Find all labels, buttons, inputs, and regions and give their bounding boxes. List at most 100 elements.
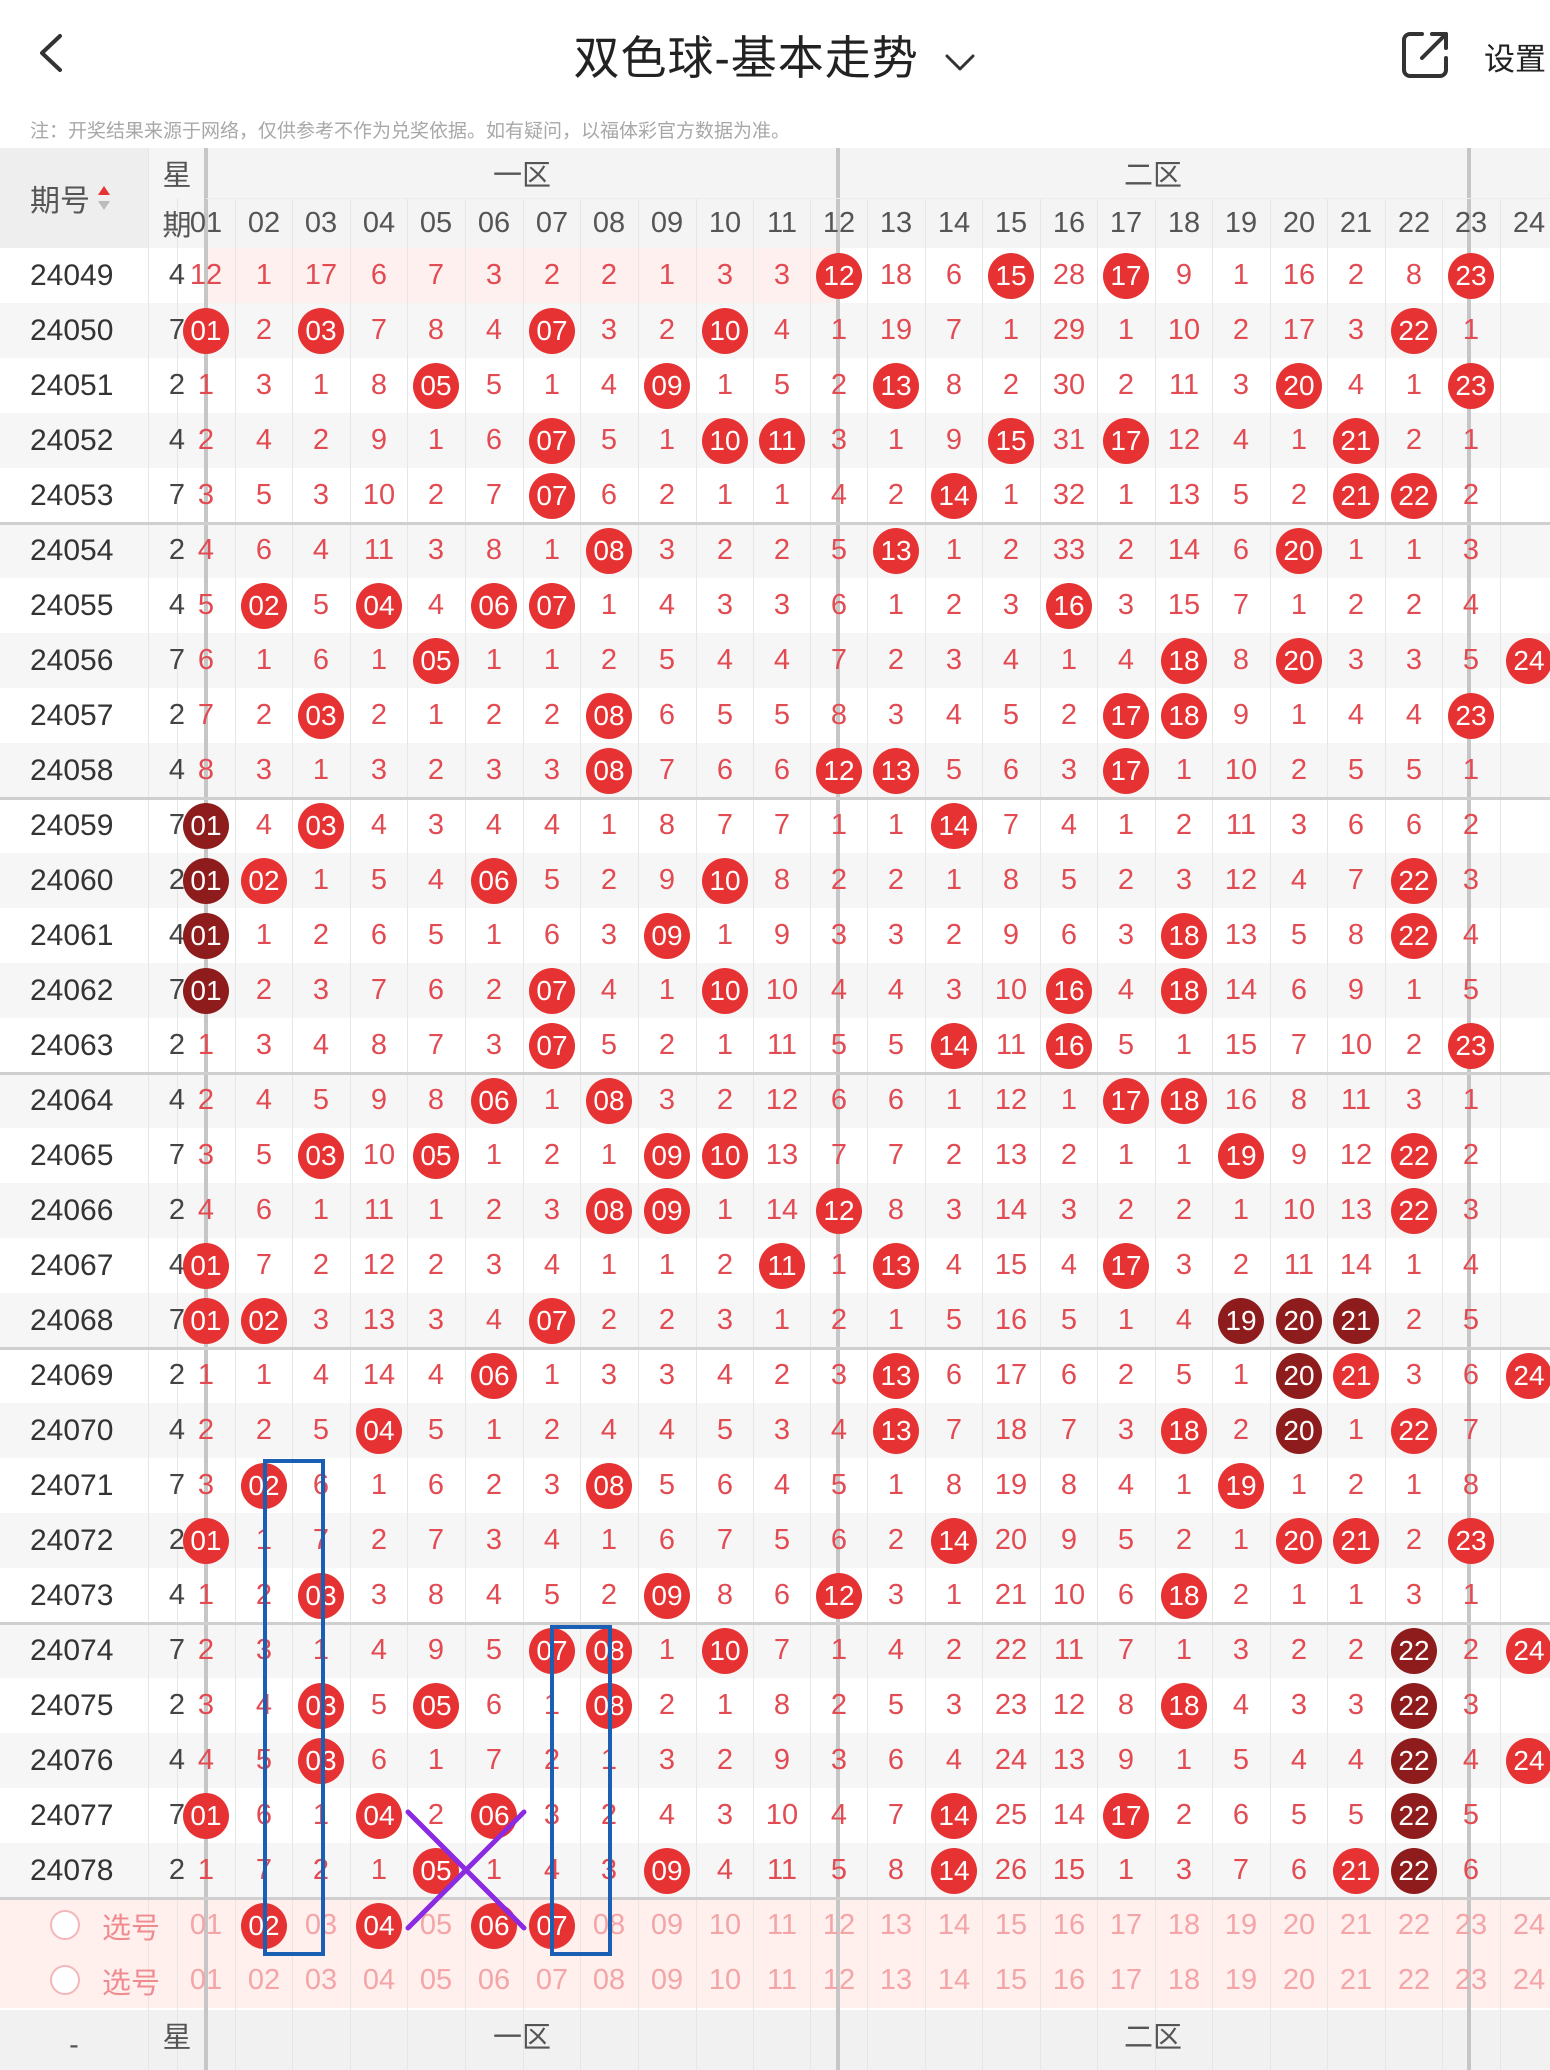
omission-value: 7 <box>1462 1414 1480 1446</box>
drawn-number-ball: 22 <box>1391 1187 1437 1234</box>
select-number[interactable]: 03 <box>304 1909 338 1941</box>
omission-value: 32 <box>1052 479 1086 511</box>
omission-value: 5 <box>1060 864 1078 896</box>
omission-value: 5 <box>1462 644 1480 676</box>
weekday: 2 <box>168 1524 186 1556</box>
selected-number-ball[interactable]: 04 <box>356 1902 402 1949</box>
column-header-17: 17 <box>1109 206 1143 239</box>
omission-value: 9 <box>658 864 676 896</box>
omission-value: 6 <box>427 1469 445 1501</box>
select-number[interactable]: 20 <box>1282 1964 1316 1996</box>
select-number[interactable]: 14 <box>937 1909 971 1941</box>
select-radio[interactable] <box>50 1965 80 1995</box>
omission-value: 3 <box>543 1194 561 1226</box>
select-number[interactable]: 10 <box>708 1909 742 1941</box>
select-label[interactable]: 选号 <box>101 1967 160 2000</box>
repeat-number-ball: 01 <box>183 802 229 849</box>
select-number[interactable]: 03 <box>304 1964 338 1996</box>
share-button[interactable] <box>1398 28 1452 82</box>
select-number[interactable]: 15 <box>994 1964 1028 1996</box>
select-number[interactable]: 21 <box>1339 1964 1373 1996</box>
select-number[interactable]: 18 <box>1167 1964 1201 1996</box>
page-title-dropdown[interactable]: 双色球-基本走势 <box>573 22 976 88</box>
select-number[interactable]: 19 <box>1224 1964 1258 1996</box>
issue-header[interactable]: 期号 <box>30 148 140 248</box>
select-number[interactable]: 17 <box>1109 1964 1143 1996</box>
omission-value: 2 <box>1060 699 1078 731</box>
select-number[interactable]: 17 <box>1109 1909 1143 1941</box>
footer-issue-header: - <box>69 2028 79 2061</box>
settings-button[interactable]: 设置 <box>1484 42 1546 77</box>
select-number[interactable]: 22 <box>1397 1909 1431 1941</box>
select-number[interactable]: 21 <box>1339 1909 1373 1941</box>
select-number[interactable]: 07 <box>535 1964 569 1996</box>
select-number[interactable]: 08 <box>592 1964 626 1996</box>
repeat-number-ball: 01 <box>183 857 229 904</box>
select-number[interactable]: 10 <box>708 1964 742 1996</box>
select-number[interactable]: 11 <box>766 1909 798 1941</box>
omission-value: 1 <box>1232 1359 1250 1391</box>
column-header-20: 20 <box>1282 206 1316 239</box>
select-number[interactable]: 16 <box>1052 1964 1086 1996</box>
omission-value: 3 <box>658 1359 676 1391</box>
omission-value: 10 <box>765 1799 799 1831</box>
select-number[interactable]: 05 <box>419 1909 453 1941</box>
week-divider <box>148 148 149 2070</box>
select-label[interactable]: 选号 <box>101 1912 160 1945</box>
select-number[interactable]: 05 <box>419 1964 453 1996</box>
omission-value: 12 <box>1052 1689 1086 1721</box>
select-number[interactable]: 01 <box>189 1964 223 1996</box>
select-number[interactable]: 02 <box>247 1964 281 1996</box>
select-number[interactable]: 16 <box>1052 1909 1086 1941</box>
row-bg <box>0 303 1550 358</box>
select-number[interactable]: 18 <box>1167 1909 1201 1941</box>
omission-value: 1 <box>1175 1744 1193 1776</box>
omission-value: 4 <box>1405 699 1423 731</box>
omission-value: 3 <box>1117 919 1135 951</box>
omission-value: 10 <box>994 974 1028 1006</box>
omission-value: 8 <box>945 369 963 401</box>
issue-number: 24078 <box>30 1853 114 1887</box>
omission-value: 1 <box>830 1249 848 1281</box>
select-radio[interactable] <box>50 1910 80 1940</box>
select-number[interactable]: 22 <box>1397 1964 1431 1996</box>
select-number[interactable]: 06 <box>477 1964 511 1996</box>
select-number[interactable]: 13 <box>879 1909 913 1941</box>
omission-value: 2 <box>887 644 905 676</box>
omission-value: 3 <box>370 1579 388 1611</box>
repeat-number-ball: 20 <box>1276 1352 1322 1399</box>
omission-value: 2 <box>543 699 561 731</box>
drawn-number-ball: 18 <box>1161 1077 1207 1124</box>
omission-value: 7 <box>887 1799 905 1831</box>
back-button[interactable] <box>28 28 78 78</box>
select-number[interactable]: 15 <box>994 1909 1028 1941</box>
selected-number-ball[interactable]: 06 <box>471 1902 517 1949</box>
select-number[interactable]: 01 <box>189 1909 223 1941</box>
omission-value: 2 <box>485 1469 503 1501</box>
drawn-number-ball: 14 <box>931 1517 977 1564</box>
select-number[interactable]: 09 <box>650 1964 684 1996</box>
select-number[interactable]: 23 <box>1454 1909 1488 1941</box>
select-number[interactable]: 23 <box>1454 1964 1488 1996</box>
select-number[interactable]: 11 <box>766 1964 798 1996</box>
omission-highlight <box>206 248 838 303</box>
omission-value: 11 <box>1283 1249 1315 1281</box>
select-number[interactable]: 14 <box>937 1964 971 1996</box>
select-number[interactable]: 19 <box>1224 1909 1258 1941</box>
omission-value: 2 <box>945 1139 963 1171</box>
omission-value: 2 <box>658 1304 676 1336</box>
omission-value: 1 <box>1290 1579 1308 1611</box>
select-number[interactable]: 04 <box>362 1964 396 1996</box>
omission-value: 8 <box>887 1854 905 1886</box>
select-number[interactable]: 24 <box>1512 1909 1546 1941</box>
select-number[interactable]: 12 <box>822 1909 856 1941</box>
select-number[interactable]: 09 <box>650 1909 684 1941</box>
select-number[interactable]: 24 <box>1512 1964 1546 1996</box>
select-number[interactable]: 12 <box>822 1964 856 1996</box>
column-divider <box>696 198 698 2070</box>
select-number[interactable]: 13 <box>879 1964 913 1996</box>
select-number[interactable]: 20 <box>1282 1909 1316 1941</box>
omission-value: 8 <box>427 1579 445 1611</box>
omission-value: 2 <box>485 699 503 731</box>
